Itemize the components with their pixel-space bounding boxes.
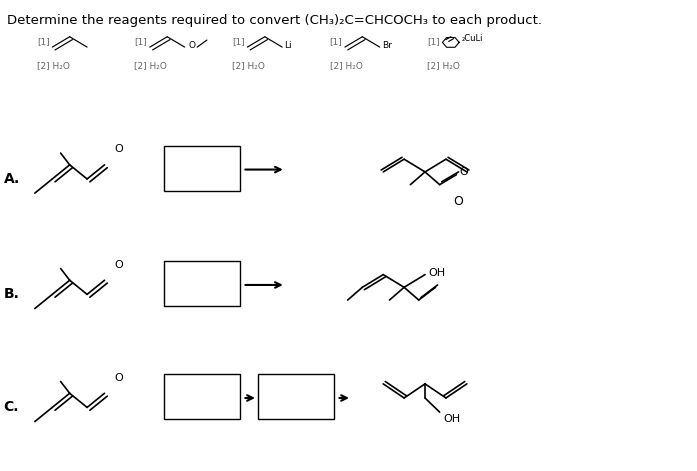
Bar (164, 374, 240, 419)
Text: B.: B. (3, 287, 20, 301)
Bar (258, 374, 335, 419)
Text: [1]: [1] (135, 37, 147, 46)
Text: [2] H₂O: [2] H₂O (330, 61, 362, 70)
Text: Determine the reagents required to convert (CH₃)₂C=CHCOCH₃ to each product.: Determine the reagents required to conve… (7, 14, 542, 27)
Text: [2] H₂O: [2] H₂O (37, 61, 70, 70)
Text: OH: OH (443, 414, 460, 424)
Text: O: O (114, 260, 123, 270)
Text: O: O (188, 41, 195, 50)
Text: O: O (114, 145, 123, 154)
Text: [1]: [1] (427, 37, 440, 46)
Bar (164, 146, 240, 191)
Bar (164, 261, 240, 306)
Text: [2] H₂O: [2] H₂O (135, 61, 167, 70)
Text: OH: OH (429, 268, 445, 278)
Text: O: O (114, 373, 123, 383)
Text: A.: A. (3, 172, 20, 186)
Text: [1]: [1] (37, 37, 49, 46)
Text: [1]: [1] (232, 37, 245, 46)
Text: ₂CuLi: ₂CuLi (462, 34, 484, 43)
Text: [2] H₂O: [2] H₂O (232, 61, 265, 70)
Text: [1]: [1] (330, 37, 342, 46)
Text: [2] H₂O: [2] H₂O (427, 61, 460, 70)
Text: C.: C. (3, 400, 19, 414)
Text: Li: Li (284, 41, 292, 50)
Text: O: O (454, 195, 464, 209)
Text: Br: Br (382, 41, 392, 50)
Text: O: O (460, 167, 468, 178)
